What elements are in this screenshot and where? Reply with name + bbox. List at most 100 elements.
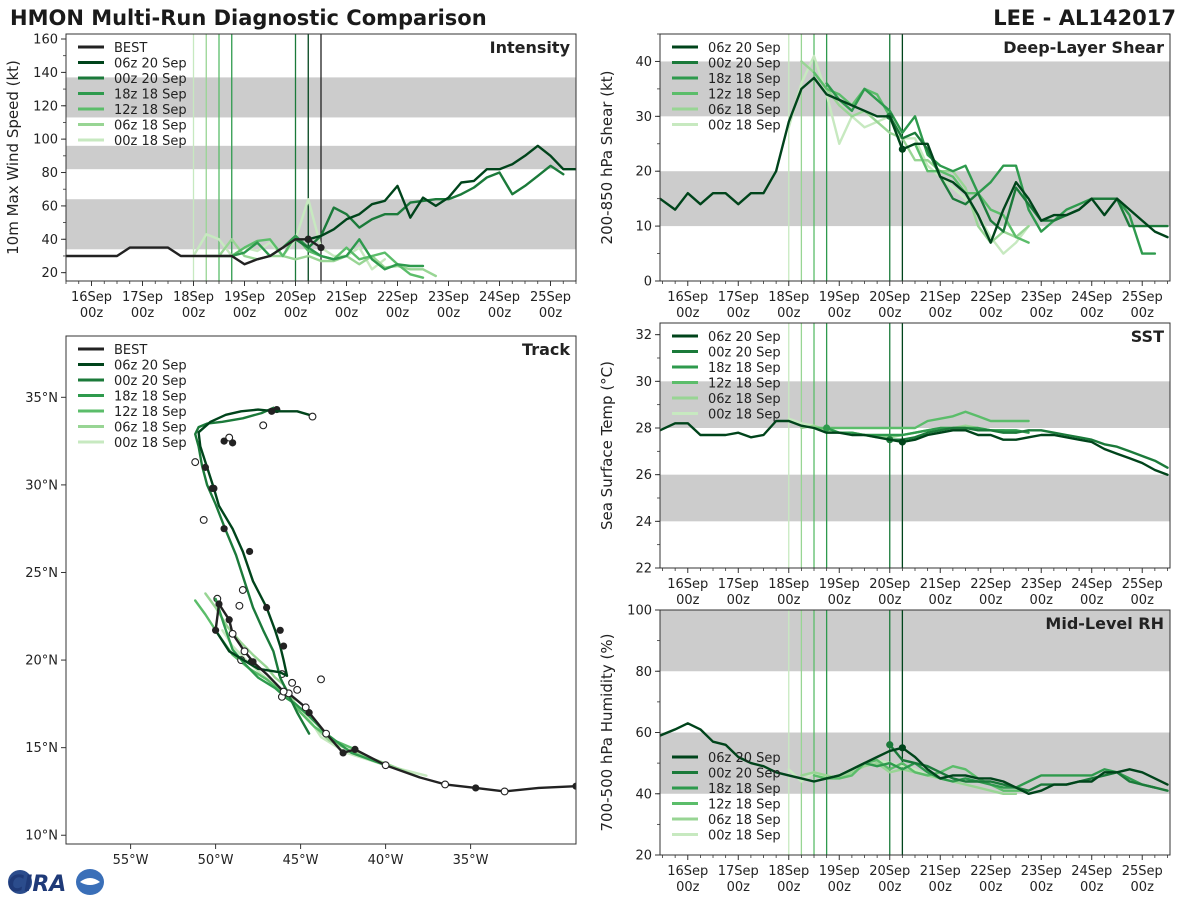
rh-band-1 — [660, 610, 1170, 672]
shear-ytick-label-0: 0 — [644, 275, 652, 290]
track-series-18z-18-sep — [214, 597, 387, 767]
intensity-series-best — [66, 238, 323, 266]
track-frame — [65, 335, 577, 845]
intensity-best-marker-1 — [317, 244, 325, 252]
storm-id-title: LEE - AL142017 — [993, 6, 1176, 30]
rh-xtick-label-7-1: 00z — [1030, 880, 1054, 895]
track-panel-title: Track — [522, 340, 570, 359]
shear-ytick-label-3: 30 — [635, 110, 652, 125]
sst-legend-label-5: 00z 18 Sep — [708, 408, 781, 423]
track-best-position-dot-8 — [212, 626, 220, 634]
track-series-best — [214, 602, 576, 793]
rh-ytick-label-0: 20 — [635, 849, 652, 864]
sst-ytick-label-5: 32 — [635, 328, 652, 343]
rh-xtick-label-5-0: 21Sep — [920, 864, 961, 879]
sst-legend-label-3: 12z 18 Sep — [708, 377, 781, 392]
track-06z-20-sep-position-ring-0 — [308, 412, 317, 421]
intensity-ytick-label-6: 140 — [33, 66, 58, 81]
rh-xtick-label-3-0: 19Sep — [819, 864, 860, 879]
intensity-series-06z-20-sep — [307, 144, 576, 241]
sst-xtick-label-6-0: 22Sep — [970, 577, 1011, 592]
sst-xtick-label-0-0: 16Sep — [667, 577, 708, 592]
intensity-xtick-label-2-0: 18Sep — [173, 290, 214, 305]
rh-series-06z-20-sep — [660, 722, 1169, 795]
sst-ytick-label-0: 22 — [635, 562, 652, 577]
rh-series-18z-18-sep — [825, 761, 1157, 789]
sst-legend-label-1: 00z 20 Sep — [708, 346, 781, 361]
track-best-position-dot-2 — [351, 745, 359, 754]
sst-xtick-label-8-0: 24Sep — [1071, 577, 1112, 592]
track-xtick-label-0-0: 55°W — [113, 853, 149, 868]
shear-xtick-label-3-1: 00z — [828, 306, 852, 321]
intensity-ytick-label-5: 120 — [33, 99, 58, 114]
track-legend-label-1: 06z 20 Sep — [114, 359, 187, 374]
shear-xtick-label-4-1: 00z — [878, 306, 902, 321]
track-legend-label-3: 18z 18 Sep — [114, 390, 187, 405]
intensity-xtick-label-0-0: 16Sep — [71, 290, 112, 305]
track-best-position-dot-3 — [339, 749, 347, 757]
shear-xtick-label-7-1: 00z — [1030, 306, 1054, 321]
shear-xtick-label-8-0: 24Sep — [1071, 290, 1112, 305]
shear-xtick-label-6-1: 00z — [979, 306, 1003, 321]
intensity-xtick-label-3-0: 19Sep — [224, 290, 265, 305]
shear-xtick-label-1-0: 17Sep — [718, 290, 759, 305]
figure-title: HMON Multi-Run Diagnostic Comparison — [10, 6, 487, 30]
track-best-position-ring-7 — [240, 647, 249, 656]
sst-xtick-label-2-0: 18Sep — [768, 577, 809, 592]
intensity-xtick-label-9-0: 25Sep — [530, 290, 571, 305]
track-best-position-ring-8 — [228, 629, 237, 638]
rh-ytick-label-4: 100 — [627, 604, 652, 619]
track-panel: 10°N 15°N 20°N 25°N 30°N 35°N 55°W 50°W 45°W 40°W… — [25, 335, 577, 868]
track-best-position-dot-7 — [215, 600, 223, 608]
sst-legend-label-2: 18z 18 Sep — [708, 361, 781, 376]
track-legend-label-5: 06z 18 Sep — [114, 421, 187, 436]
shear-series-00z-18-sep — [787, 54, 1030, 255]
shear-ytick-label-2: 20 — [635, 165, 652, 180]
rh-legend-label-3: 12z 18 Sep — [708, 798, 781, 813]
sst-xtick-label-5-1: 00z — [929, 593, 953, 608]
rh-xtick-label-7-0: 23Sep — [1021, 864, 1062, 879]
intensity-series-06z-18-sep — [205, 238, 437, 278]
track-00z-20-sep-position-ring-3 — [238, 586, 247, 594]
shear-xtick-label-2-1: 00z — [777, 306, 801, 321]
rh-panel-title: Mid-Level RH — [1045, 614, 1164, 633]
intensity-best-marker-0 — [304, 235, 312, 243]
track-06z-20-sep-position-dot-2 — [263, 603, 271, 612]
rh-ytick-label-1: 40 — [635, 787, 652, 802]
rh-plot-area — [660, 610, 1170, 855]
sst-ytick-label-2: 26 — [635, 468, 652, 483]
shear-xtick-label-0-0: 16Sep — [667, 290, 708, 305]
track-18z-18-sep-position-ring-1 — [293, 685, 302, 694]
intensity-xtick-label-3-1: 00z — [233, 306, 257, 321]
track-00z-20-sep-position-ring-5 — [259, 421, 268, 430]
shear-xtick-label-4-0: 20Sep — [869, 290, 910, 305]
sst-xtick-label-4-1: 00z — [878, 593, 902, 608]
track-best-position-ring-0 — [500, 787, 509, 796]
track-00z-20-sep-position-ring-2 — [235, 601, 244, 610]
rh-ytick-label-2: 60 — [635, 726, 652, 741]
rh-xtick-label-8-0: 24Sep — [1071, 864, 1112, 879]
rh-xtick-label-6-0: 22Sep — [970, 864, 1011, 879]
shear-ylabel: 200-850 hPa Shear (kt) — [598, 71, 616, 245]
shear-xtick-label-7-0: 23Sep — [1021, 290, 1062, 305]
sst-panel: 22242628303216Sep00z17Sep00z18Sep00z19Se… — [598, 322, 1171, 608]
shear-band-1 — [660, 61, 1170, 117]
shear-ytick-label-4: 40 — [635, 55, 652, 70]
track-best-position-ring-1 — [441, 780, 450, 789]
sst-xtick-label-7-0: 23Sep — [1021, 577, 1062, 592]
rh-xtick-label-9-0: 25Sep — [1122, 864, 1163, 879]
track-06z-20-sep-position-dot-0 — [280, 642, 288, 650]
sst-ytick-label-3: 28 — [635, 422, 652, 437]
shear-legend-label-2: 18z 18 Sep — [708, 72, 781, 87]
shear-xtick-label-0-1: 00z — [676, 306, 700, 321]
rh-xtick-label-3-1: 00z — [828, 880, 852, 895]
track-best-position-ring-6 — [279, 687, 288, 696]
track-best-position-ring-2 — [381, 761, 390, 770]
track-06z-18-sep-position-ring-0 — [317, 675, 325, 684]
intensity-xtick-label-8-0: 24Sep — [479, 290, 520, 305]
track-00z-20-sep-position-ring-1 — [199, 515, 208, 524]
sst-xtick-label-3-0: 19Sep — [819, 577, 860, 592]
intensity-panel-title: Intensity — [490, 38, 571, 57]
